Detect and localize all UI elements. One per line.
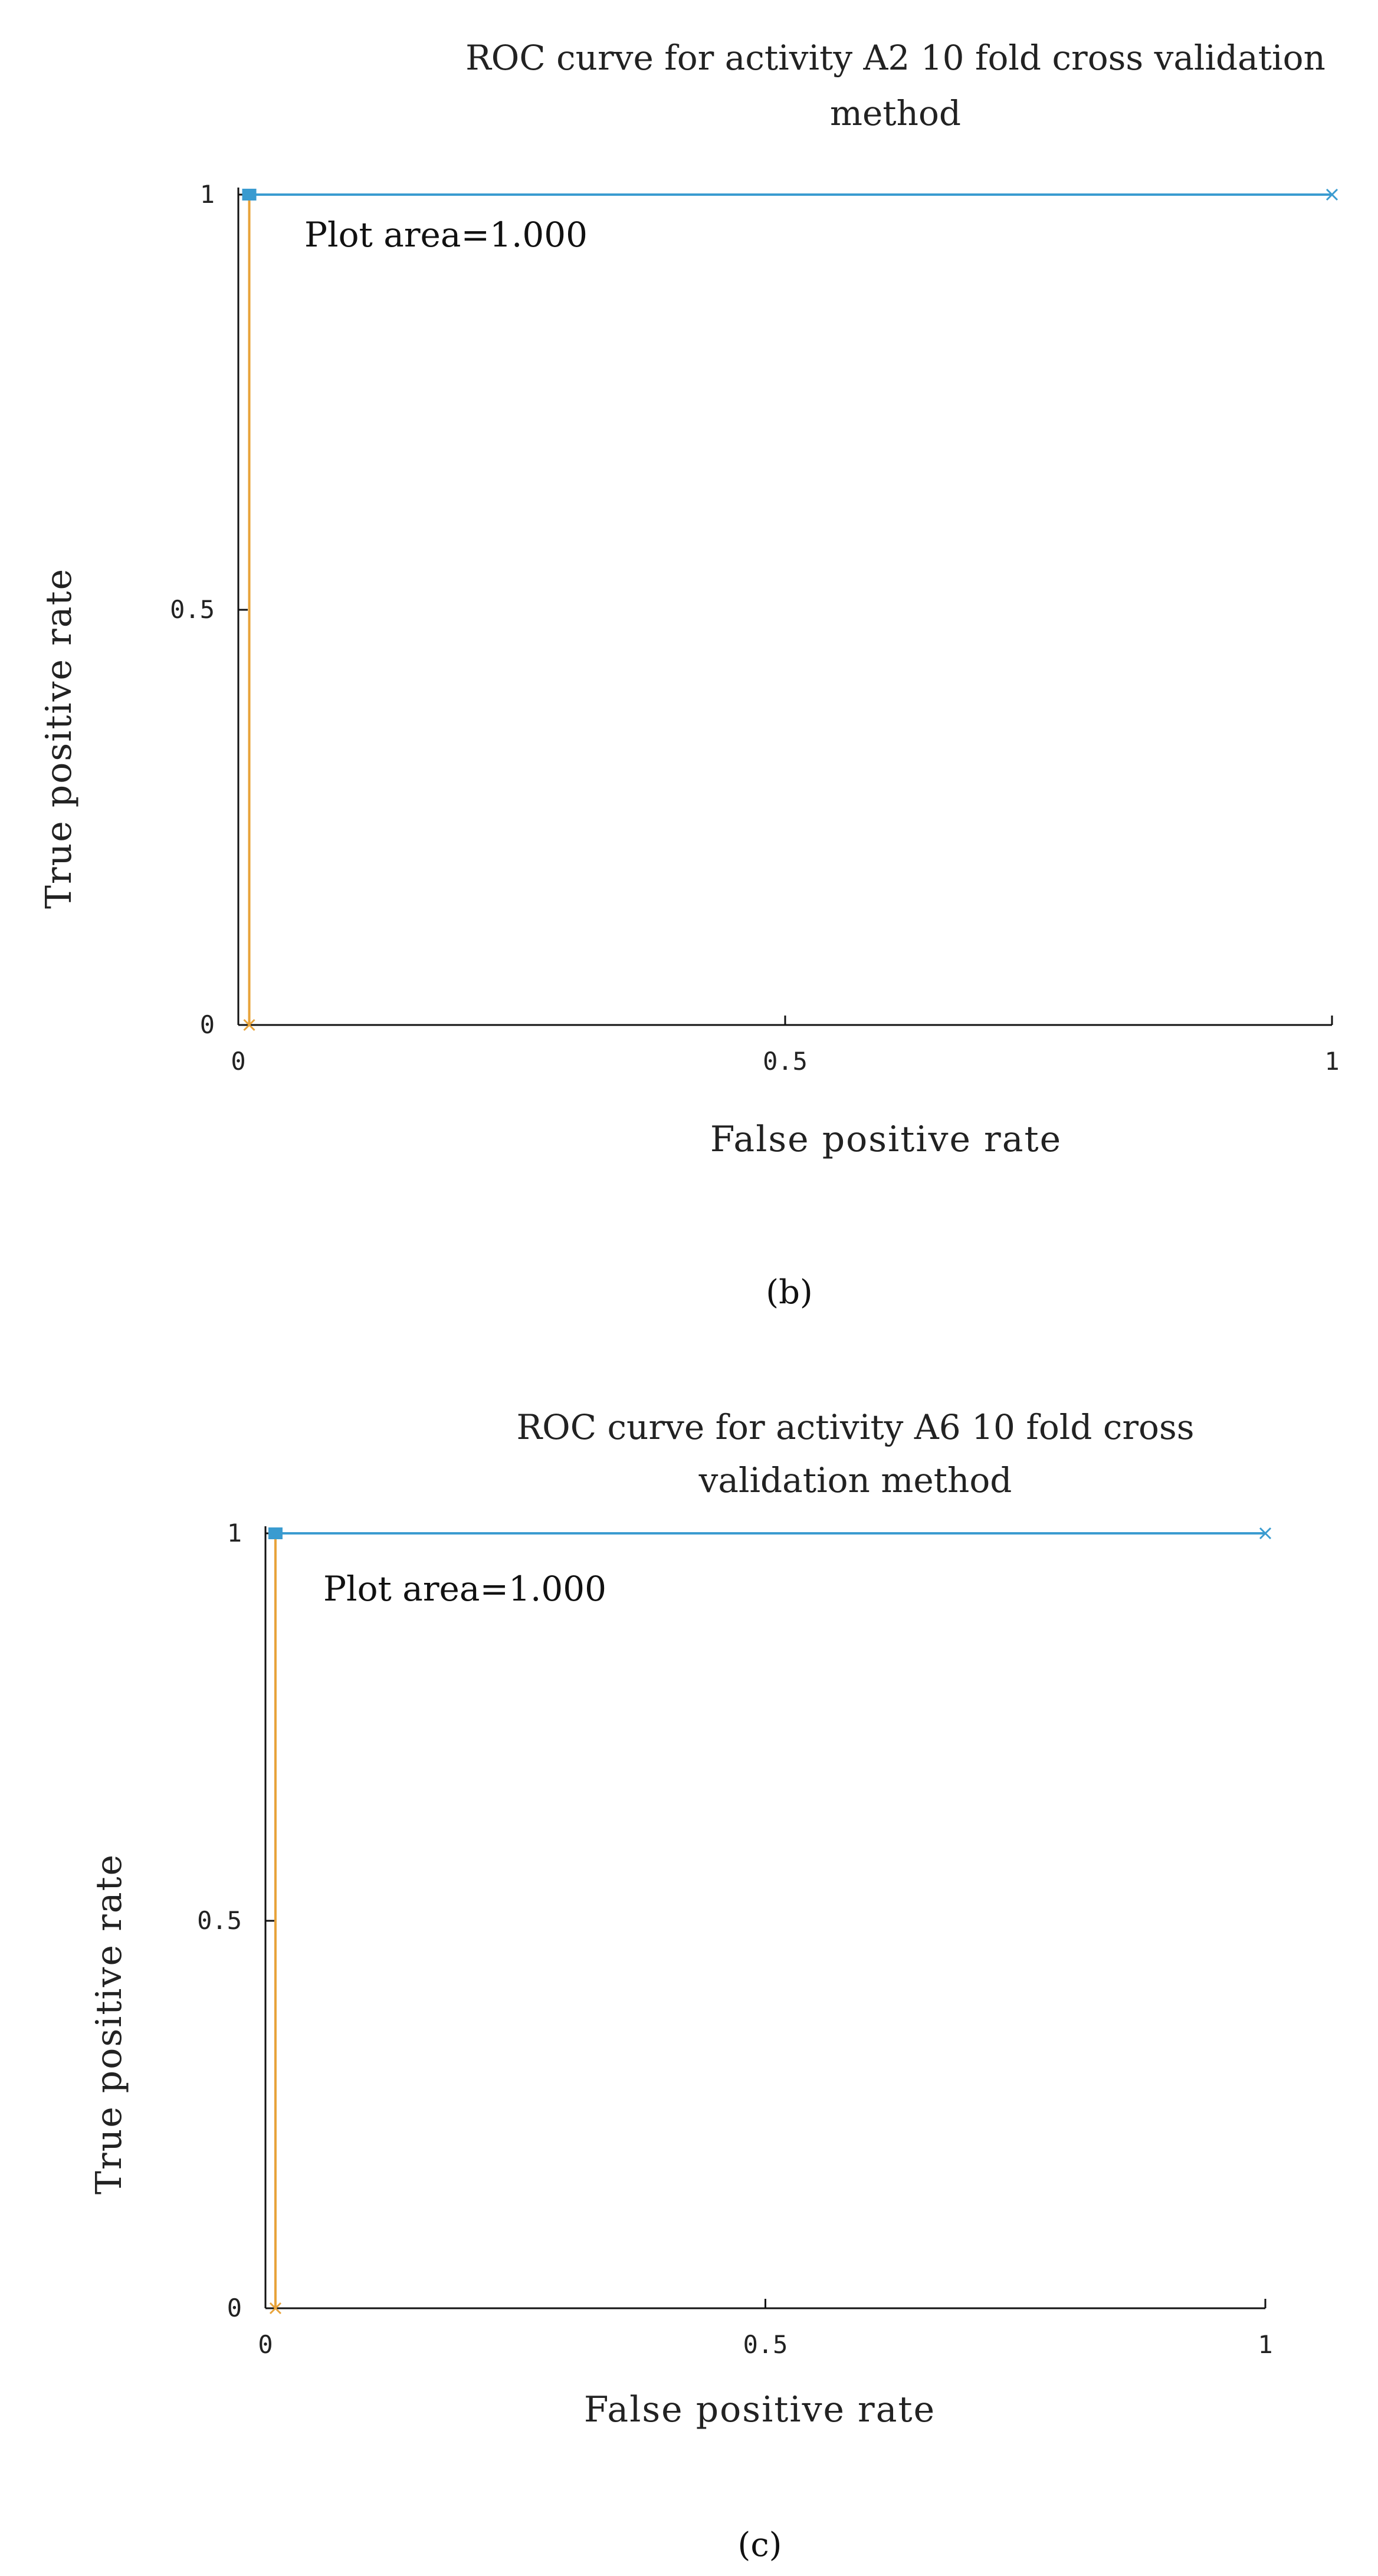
data-series [268, 1527, 1272, 2315]
chart-title-line-1: ROC curve for activity A6 10 fold cross [516, 1407, 1194, 1447]
x-tick-label: 1 [1258, 2330, 1272, 2359]
y-tick-label: 0.5 [170, 595, 215, 624]
y-axis-label: True positive rate [88, 1854, 130, 2194]
axis-ticks: 0 0.5 1 0 0.5 1 [197, 1519, 1273, 2359]
y-tick-label: 0.5 [197, 1906, 242, 1935]
data-point-marker [243, 1018, 255, 1031]
x-tick-label: 0.5 [763, 1047, 808, 1076]
x-tick-label: 0 [258, 2330, 273, 2359]
data-point-marker [1259, 1527, 1272, 1540]
axis-ticks: 0 0.5 1 0 0.5 1 [170, 180, 1340, 1076]
figure-caption: (b) [766, 1273, 813, 1312]
y-tick-label: 1 [200, 180, 215, 209]
figure-caption: (c) [737, 2526, 782, 2564]
y-tick-label: 0 [200, 1010, 215, 1039]
x-tick-label: 0 [231, 1047, 245, 1076]
curve-junction-marker [268, 1527, 283, 1539]
x-axis-label: False positive rate [584, 2389, 936, 2430]
data-point-marker [1325, 188, 1338, 201]
y-tick-label: 1 [227, 1519, 242, 1547]
chart-title-line-2: method [830, 93, 961, 133]
x-tick-label: 0.5 [743, 2330, 788, 2359]
y-tick-label: 0 [227, 2294, 242, 2322]
data-series [242, 188, 1338, 1031]
plot-area-annotation: Plot area=1.000 [323, 1569, 606, 1609]
y-axis-label: True positive rate [38, 568, 80, 909]
x-tick-label: 1 [1324, 1047, 1339, 1076]
data-point-marker [269, 2302, 282, 2315]
plot-area-annotation: Plot area=1.000 [304, 215, 588, 255]
curve-junction-marker [242, 189, 257, 201]
roc-chart-panel-b: ROC curve for activity A2 10 fold cross … [38, 38, 1340, 1312]
roc-chart-panel-c: ROC curve for activity A6 10 fold cross … [88, 1407, 1273, 2564]
chart-title-line-1: ROC curve for activity A2 10 fold cross … [465, 38, 1325, 78]
chart-title-line-2: validation method [698, 1460, 1012, 1500]
x-axis-label: False positive rate [710, 1119, 1062, 1160]
